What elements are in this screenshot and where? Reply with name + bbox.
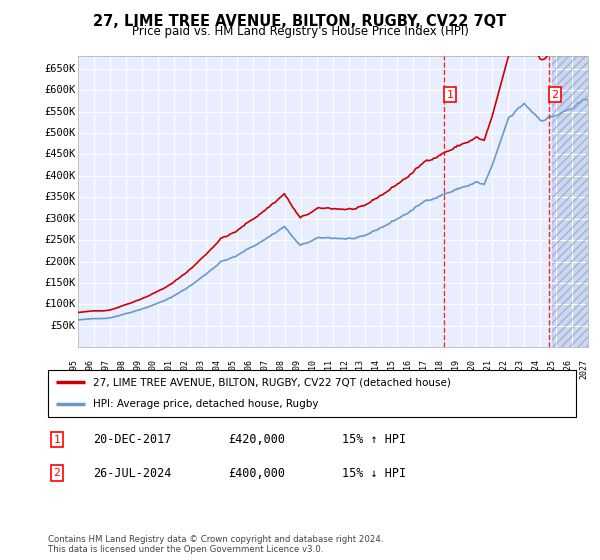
Text: 2018: 2018 — [436, 359, 445, 379]
Text: 2010: 2010 — [308, 359, 317, 379]
Text: 2023: 2023 — [515, 359, 524, 379]
Text: £600K: £600K — [44, 85, 76, 95]
Text: 2012: 2012 — [340, 359, 349, 379]
Text: 2016: 2016 — [404, 359, 413, 379]
Text: 2024: 2024 — [531, 359, 540, 379]
Text: £350K: £350K — [44, 192, 76, 202]
Text: £100K: £100K — [44, 300, 76, 309]
Text: 2002: 2002 — [181, 359, 190, 379]
Text: 20-DEC-2017: 20-DEC-2017 — [93, 433, 172, 446]
Text: 2003: 2003 — [197, 359, 205, 379]
Text: £150K: £150K — [44, 278, 76, 288]
Text: £650K: £650K — [44, 64, 76, 74]
Text: HPI: Average price, detached house, Rugby: HPI: Average price, detached house, Rugb… — [93, 399, 319, 409]
Text: £550K: £550K — [44, 106, 76, 116]
Text: 26-JUL-2024: 26-JUL-2024 — [93, 466, 172, 480]
Text: 2021: 2021 — [484, 359, 493, 379]
Text: 1: 1 — [446, 90, 454, 100]
Text: 2015: 2015 — [388, 359, 397, 379]
Text: £200K: £200K — [44, 256, 76, 267]
Text: £250K: £250K — [44, 235, 76, 245]
Text: £450K: £450K — [44, 150, 76, 160]
Text: 2009: 2009 — [292, 359, 301, 379]
Text: 2014: 2014 — [372, 359, 381, 379]
Text: 2: 2 — [53, 468, 61, 478]
Text: £50K: £50K — [50, 321, 76, 331]
Text: 2001: 2001 — [164, 359, 173, 379]
Text: 2000: 2000 — [149, 359, 158, 379]
Text: 1995: 1995 — [69, 359, 78, 379]
Text: 2027: 2027 — [579, 359, 588, 379]
Text: 1996: 1996 — [85, 359, 94, 379]
Text: 2: 2 — [551, 90, 559, 100]
Text: £400K: £400K — [44, 171, 76, 181]
Text: 1: 1 — [53, 435, 61, 445]
Text: 2026: 2026 — [563, 359, 572, 379]
Text: £300K: £300K — [44, 214, 76, 224]
Text: 2007: 2007 — [260, 359, 269, 379]
Text: 1998: 1998 — [117, 359, 126, 379]
FancyBboxPatch shape — [48, 370, 576, 417]
Text: 2022: 2022 — [499, 359, 508, 379]
Text: 2004: 2004 — [212, 359, 221, 379]
Text: 15% ↑ HPI: 15% ↑ HPI — [342, 433, 406, 446]
Text: 2005: 2005 — [229, 359, 238, 379]
Text: 2017: 2017 — [419, 359, 428, 379]
Text: 2025: 2025 — [547, 359, 556, 379]
Text: 1999: 1999 — [133, 359, 142, 379]
Polygon shape — [552, 56, 588, 347]
Text: 2019: 2019 — [452, 359, 461, 379]
Text: 2013: 2013 — [356, 359, 365, 379]
Text: 27, LIME TREE AVENUE, BILTON, RUGBY, CV22 7QT (detached house): 27, LIME TREE AVENUE, BILTON, RUGBY, CV2… — [93, 377, 451, 388]
Text: 1997: 1997 — [101, 359, 110, 379]
Text: £500K: £500K — [44, 128, 76, 138]
Text: 27, LIME TREE AVENUE, BILTON, RUGBY, CV22 7QT: 27, LIME TREE AVENUE, BILTON, RUGBY, CV2… — [94, 14, 506, 29]
Text: 2008: 2008 — [276, 359, 285, 379]
Text: £420,000: £420,000 — [228, 433, 285, 446]
Text: 2011: 2011 — [324, 359, 333, 379]
Text: 2020: 2020 — [467, 359, 476, 379]
Text: Contains HM Land Registry data © Crown copyright and database right 2024.
This d: Contains HM Land Registry data © Crown c… — [48, 535, 383, 554]
Text: £400,000: £400,000 — [228, 466, 285, 480]
Text: 2006: 2006 — [244, 359, 253, 379]
Text: 15% ↓ HPI: 15% ↓ HPI — [342, 466, 406, 480]
Text: Price paid vs. HM Land Registry's House Price Index (HPI): Price paid vs. HM Land Registry's House … — [131, 25, 469, 38]
